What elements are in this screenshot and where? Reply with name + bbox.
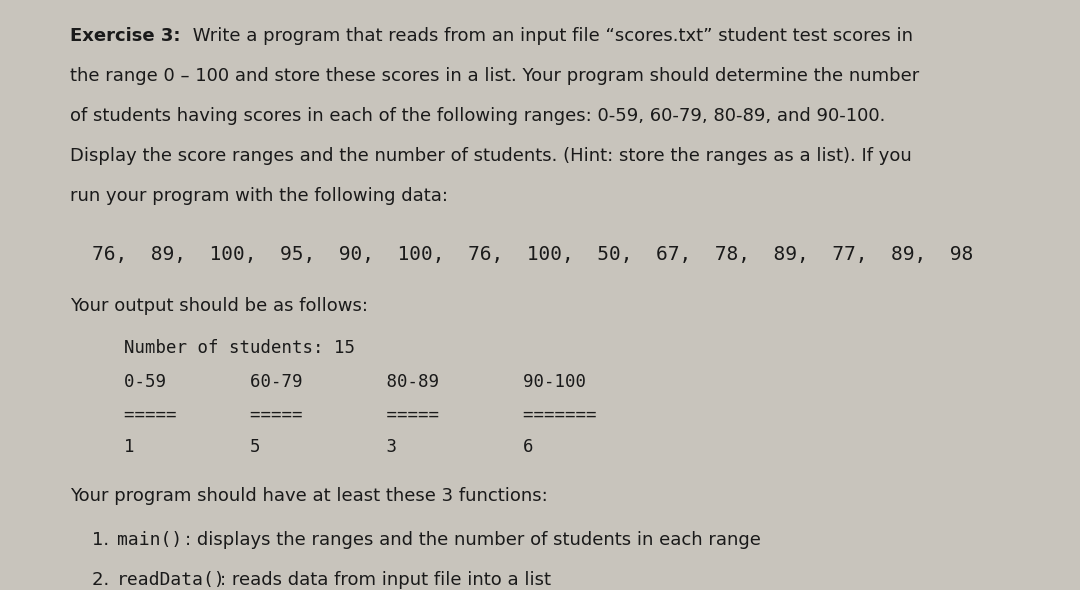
- Text: Write a program that reads from an input file “scores.txt” student test scores i: Write a program that reads from an input…: [187, 27, 913, 45]
- Text: : reads data from input file into a list: : reads data from input file into a list: [220, 571, 551, 589]
- Text: readData(): readData(): [117, 571, 226, 589]
- Text: Your program should have at least these 3 functions:: Your program should have at least these …: [70, 487, 548, 505]
- Text: main(): main(): [117, 531, 181, 549]
- Text: 76,  89,  100,  95,  90,  100,  76,  100,  50,  67,  78,  89,  77,  89,  98: 76, 89, 100, 95, 90, 100, 76, 100, 50, 6…: [92, 245, 973, 264]
- Text: of students having scores in each of the following ranges: 0-59, 60-79, 80-89, a: of students having scores in each of the…: [70, 107, 886, 125]
- Text: Exercise 3:: Exercise 3:: [70, 27, 180, 45]
- Text: the range 0 – 100 and store these scores in a list. Your program should determin: the range 0 – 100 and store these scores…: [70, 67, 919, 85]
- Text: 2.: 2.: [92, 571, 114, 589]
- Text: Number of students: 15: Number of students: 15: [124, 339, 355, 358]
- Text: Display the score ranges and the number of students. (Hint: store the ranges as : Display the score ranges and the number …: [70, 147, 912, 165]
- Text: 1.: 1.: [92, 531, 114, 549]
- Text: =====       =====        =====        =======: ===== ===== ===== =======: [124, 406, 597, 424]
- Text: run your program with the following data:: run your program with the following data…: [70, 187, 448, 205]
- Text: Your output should be as follows:: Your output should be as follows:: [70, 297, 368, 315]
- Text: 0-59        60-79        80-89        90-100: 0-59 60-79 80-89 90-100: [124, 373, 586, 392]
- Text: : displays the ranges and the number of students in each range: : displays the ranges and the number of …: [185, 531, 760, 549]
- Text: 1           5            3            6: 1 5 3 6: [124, 438, 534, 457]
